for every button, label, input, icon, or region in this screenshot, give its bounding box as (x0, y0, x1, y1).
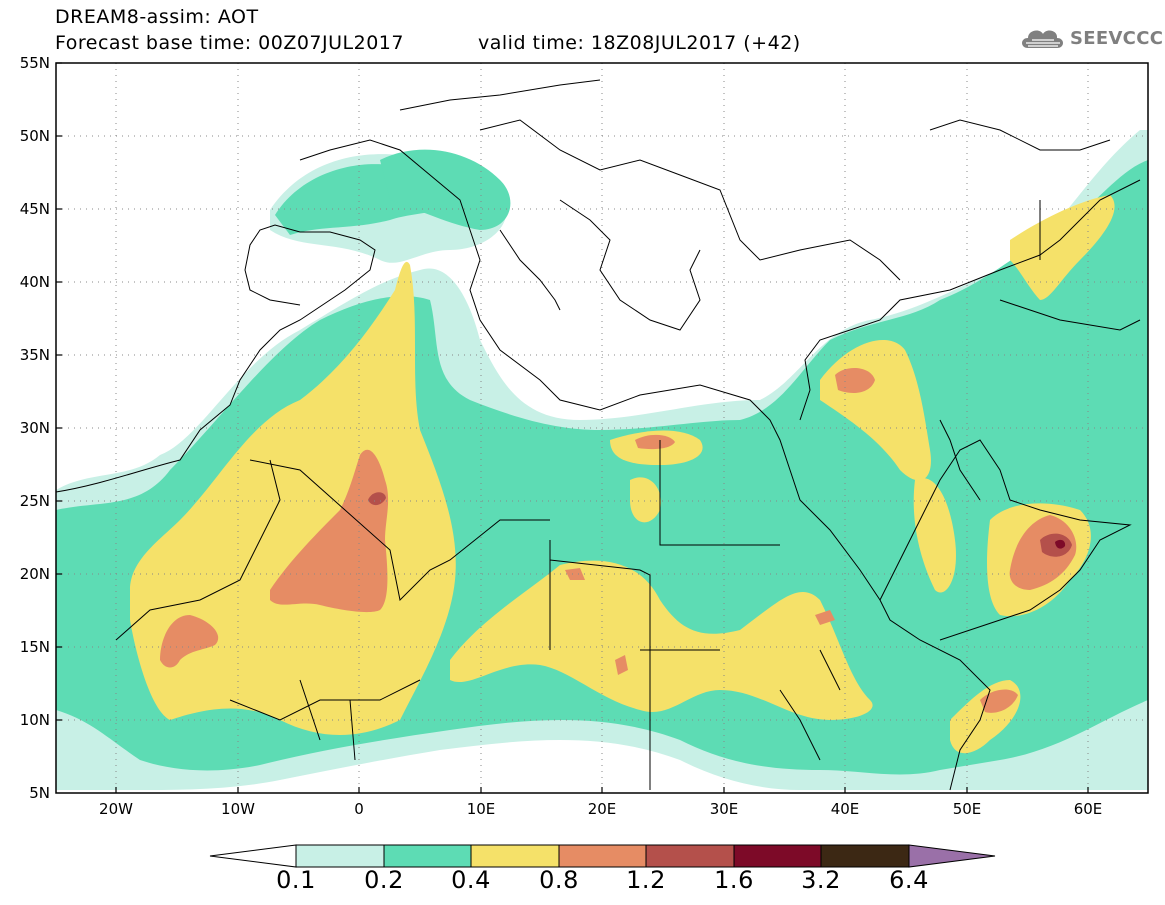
colorbar-swatch (295, 844, 385, 868)
lat-label: 5N (29, 784, 50, 802)
colorbar-label: 0.2 (364, 866, 404, 894)
lat-label: 40N (20, 273, 50, 291)
colorbar-swatch (470, 844, 560, 868)
forecast-base-time: Forecast base time: 00Z07JUL2017 (55, 32, 404, 54)
map-title: DREAM8-assim: AOT (55, 6, 259, 28)
lon-label: 50E (953, 800, 982, 818)
lat-label: 20N (20, 565, 50, 583)
lat-label: 35N (20, 346, 50, 364)
lat-labels: 55N 50N 45N 40N 35N 30N 25N 20N 15N 10N … (20, 54, 50, 802)
lat-label: 10N (20, 711, 50, 729)
colorbar-swatch (383, 844, 472, 868)
aot-band-1.6 (1055, 539, 1066, 549)
colorbar-label: 6.4 (889, 866, 929, 894)
lat-label: 25N (20, 492, 50, 510)
colorbar-low-arrow (209, 844, 297, 868)
lon-label: 20W (99, 800, 133, 818)
colorbar-swatch (733, 844, 822, 868)
axis-ticks (56, 62, 1089, 793)
logo-text: SEEVCCC (1070, 28, 1164, 49)
lon-labels: 20W 10W 0 10E 20E 30E 40E 50E 60E (99, 800, 1102, 818)
lon-label: 40E (831, 800, 860, 818)
colorbar (209, 844, 996, 868)
lat-label: 30N (20, 419, 50, 437)
coastlines (55, 79, 1141, 791)
valid-time: valid time: 18Z08JUL2017 (+42) (478, 32, 801, 54)
colorbar-label: 0.8 (539, 866, 579, 894)
lat-label: 45N (20, 200, 50, 218)
colorbar-swatch (558, 844, 647, 868)
colorbar-swatch (820, 844, 910, 868)
colorbar-label: 0.4 (451, 866, 491, 894)
lon-label: 30E (710, 800, 739, 818)
colorbar-label: 1.2 (626, 866, 666, 894)
lon-label: 60E (1074, 800, 1103, 818)
seevccc-logo: SEEVCCC (1018, 22, 1163, 58)
lon-label: 10W (221, 800, 255, 818)
lat-label: 50N (20, 127, 50, 145)
colorbar-label: 0.1 (276, 866, 316, 894)
lat-label: 55N (20, 54, 50, 72)
colorbar-high-arrow (908, 844, 996, 868)
colorbar-swatch (645, 844, 735, 868)
lon-label: 10E (467, 800, 496, 818)
lat-label: 15N (20, 638, 50, 656)
cloud-icon (1022, 30, 1063, 48)
map-grid (56, 63, 1148, 793)
colorbar-label: 1.6 (714, 866, 754, 894)
lon-label: 20E (588, 800, 617, 818)
lon-label: 0 (354, 800, 364, 818)
colorbar-label: 3.2 (801, 866, 841, 894)
